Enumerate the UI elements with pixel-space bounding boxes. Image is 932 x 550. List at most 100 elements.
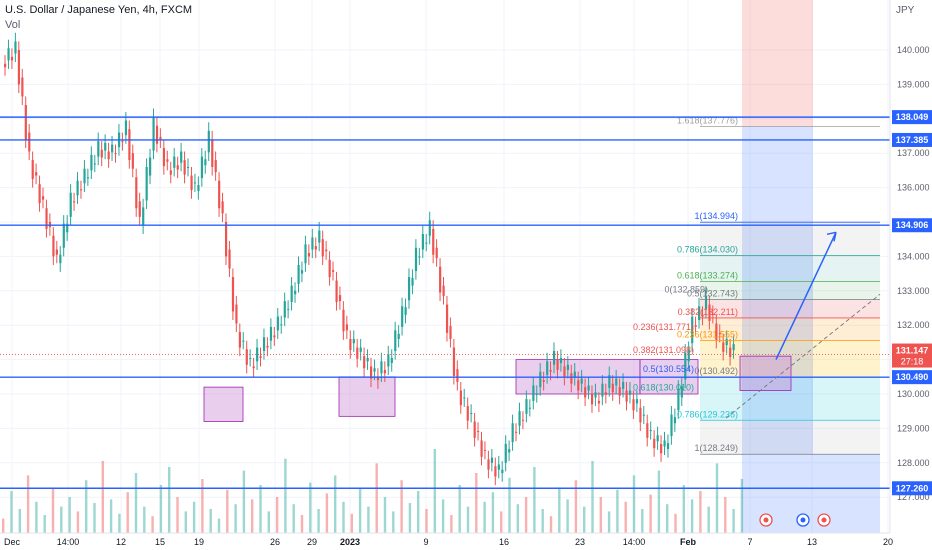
time-tick-label: 14:00	[623, 537, 646, 547]
fib-label: 0.786(129.236)	[677, 409, 738, 419]
volume-bar	[168, 467, 171, 533]
candle-body	[732, 344, 735, 351]
candle-body	[204, 159, 207, 166]
candle-body	[590, 394, 594, 405]
candle-body	[62, 223, 65, 248]
candle-body	[183, 160, 186, 175]
volume-bar	[300, 515, 304, 533]
time-tick-label: 29	[307, 537, 317, 547]
volume-bar	[707, 506, 710, 533]
currency-label: JPY	[896, 5, 915, 16]
candle-body	[504, 443, 507, 463]
volume-bar	[458, 485, 461, 533]
time-tick-label: 2023	[340, 537, 360, 547]
target-zone	[742, 126, 813, 533]
fib-band	[700, 281, 880, 300]
volume-bar	[109, 499, 113, 533]
volume-bar	[616, 489, 619, 533]
candle-body	[487, 459, 490, 470]
volume-bar	[450, 515, 453, 533]
candle-body	[21, 77, 24, 97]
time-tick-label: 12	[116, 537, 126, 547]
support-zone	[203, 386, 244, 422]
candle-body	[290, 285, 293, 302]
levels-layer: 1.618(137.776) 1(134.994) 0.786(134.030) 0.…	[0, 116, 890, 489]
candle-body	[359, 347, 362, 352]
candle-body	[456, 369, 459, 382]
price-axis[interactable]: 127.000128.000129.000130.000131.000132.0…	[889, 0, 932, 533]
candle-body	[449, 326, 452, 339]
volume-bar	[666, 504, 669, 533]
volume-bar	[60, 506, 63, 533]
volume-bar	[251, 499, 254, 533]
volume-bar	[134, 473, 138, 533]
candle-body	[17, 50, 21, 85]
time-axis[interactable]: Dec 14:00 12 15 19 26 29 2023 9 16 23 14:00 Feb 7 13 20	[0, 532, 893, 547]
fib-label: 0.5(132.743)	[687, 289, 738, 299]
candle-body	[587, 385, 590, 391]
volume-bar	[126, 492, 129, 533]
volume-bar	[242, 470, 246, 533]
candle-body	[407, 277, 411, 301]
volume-bar	[2, 518, 5, 533]
level-tag-label: 134.906	[896, 220, 929, 230]
candle-body	[608, 375, 611, 388]
candle-body	[356, 347, 359, 359]
stop-zone	[742, 0, 813, 127]
candle-body	[539, 371, 542, 388]
volume-bar	[217, 518, 221, 533]
candle-body	[604, 392, 607, 395]
volume-bar	[76, 511, 80, 533]
volume-bar	[375, 463, 378, 533]
candle-body	[366, 357, 369, 362]
candle-body	[673, 417, 677, 424]
candle-body	[318, 230, 321, 243]
candle-body	[142, 207, 145, 226]
candle-body	[121, 141, 124, 143]
candle-body	[725, 338, 728, 345]
candle-body	[425, 242, 428, 244]
candle-body	[276, 316, 279, 331]
candle-body	[262, 337, 266, 351]
candle-body	[93, 163, 96, 165]
price-tick-label: 137.000	[897, 148, 930, 158]
candle-body	[694, 325, 697, 327]
candle-body	[345, 324, 349, 331]
volume-bar	[607, 511, 611, 533]
volume-bar	[342, 501, 345, 533]
volume-bar	[574, 480, 578, 533]
candle-body	[390, 357, 393, 364]
price-tick-label: 129.000	[897, 423, 930, 433]
candle-body	[397, 333, 400, 339]
candle-body	[349, 338, 352, 351]
volume-bar	[491, 492, 495, 533]
candle-body	[304, 244, 307, 264]
volume-bar	[209, 509, 212, 533]
candle-body	[332, 270, 335, 272]
candle-body	[162, 148, 166, 167]
candle-body	[328, 259, 331, 278]
volume-bar	[674, 513, 677, 533]
candle-body	[83, 168, 86, 184]
volume-bar	[558, 487, 561, 533]
candle-body	[642, 414, 645, 416]
volume-bar	[35, 501, 38, 533]
candle-body	[380, 361, 383, 374]
volume-bar	[699, 491, 702, 533]
candle-body	[729, 347, 732, 358]
chart-title: U.S. Dollar / Japanese Yen, 4h, FXCM	[5, 4, 193, 16]
support-zone	[338, 376, 396, 417]
volume-bar	[624, 501, 627, 533]
candle-body	[556, 359, 559, 370]
level-tag	[892, 218, 932, 233]
candle-body	[138, 201, 141, 217]
candle-body	[294, 290, 297, 295]
fib-label: 0.236(131.555)	[677, 330, 738, 340]
candle-body	[594, 392, 597, 398]
volume-bar	[508, 477, 511, 533]
candle-body	[584, 387, 587, 398]
candle-body	[570, 373, 573, 384]
candle-body	[114, 153, 117, 155]
candle-body	[632, 399, 635, 411]
